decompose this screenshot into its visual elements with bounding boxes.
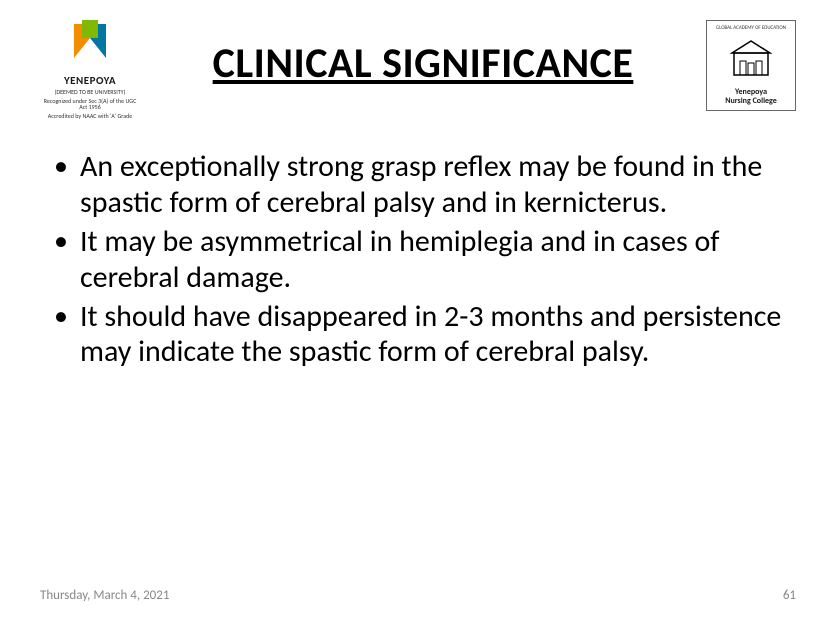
footer-date: Thursday, March 4, 2021 (40, 588, 169, 603)
logo-right-name2: Nursing College (709, 97, 793, 106)
footer-page: 61 (783, 588, 796, 603)
nursing-college-logo-icon (709, 35, 793, 84)
yenepoya-logo-icon (65, 20, 115, 70)
header-row: YENEPOYA (DEEMED TO BE UNIVERSITY) Recog… (40, 20, 796, 119)
bullet-item: It should have disappeared in 2-3 months… (44, 299, 792, 370)
bullet-item: It may be asymmetrical in hemiplegia and… (44, 224, 792, 295)
bullet-list: An exceptionally strong grasp reflex may… (44, 149, 792, 369)
logo-left-sub1: (DEEMED TO BE UNIVERSITY) (40, 89, 140, 96)
content: An exceptionally strong grasp reflex may… (40, 149, 796, 369)
slide: YENEPOYA (DEEMED TO BE UNIVERSITY) Recog… (0, 0, 836, 621)
bullet-item: An exceptionally strong grasp reflex may… (44, 149, 792, 220)
slide-title: CLINICAL SIGNIFICANCE (140, 20, 706, 89)
logo-left-name: YENEPOYA (40, 74, 140, 87)
footer: Thursday, March 4, 2021 61 (40, 588, 796, 603)
logo-left: YENEPOYA (DEEMED TO BE UNIVERSITY) Recog… (40, 20, 140, 119)
logo-right: GLOBAL ACADEMY OF EDUCATION Yenepoya Nur… (706, 20, 796, 111)
logo-left-sub2: Recognized under Sec 3(A) of the UGC Act… (40, 98, 140, 111)
logo-right-top: GLOBAL ACADEMY OF EDUCATION (709, 25, 793, 31)
logo-left-sub3: Accredited by NAAC with 'A' Grade (40, 113, 140, 120)
